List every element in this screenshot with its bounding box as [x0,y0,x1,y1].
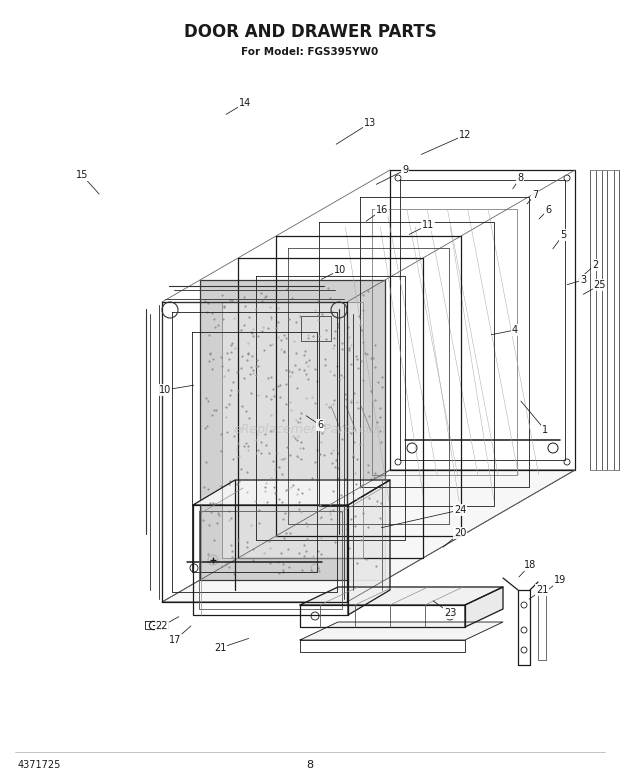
Text: 19: 19 [549,575,566,589]
Text: 6: 6 [306,416,323,430]
Text: 24: 24 [381,505,466,528]
Text: 2: 2 [579,260,598,279]
Polygon shape [193,480,390,505]
Text: 13: 13 [336,118,376,144]
Text: 21: 21 [214,638,249,653]
Text: 8: 8 [513,173,523,188]
Text: 15: 15 [76,170,99,194]
Text: 21: 21 [529,585,548,599]
Text: 23: 23 [433,601,456,618]
Text: 8: 8 [306,760,314,770]
Text: 5: 5 [553,230,566,249]
Text: 6: 6 [539,205,551,219]
Polygon shape [162,470,575,602]
Text: 4: 4 [492,325,518,335]
Text: 12: 12 [421,130,471,154]
Text: 9: 9 [376,165,408,185]
Text: 4371725: 4371725 [18,760,61,770]
Text: 1: 1 [521,401,548,435]
Text: DOOR AND DRAWER PARTS: DOOR AND DRAWER PARTS [184,23,436,41]
Text: 17: 17 [169,626,191,645]
Text: 14: 14 [226,98,251,114]
Text: eReplacementParts.com: eReplacementParts.com [234,424,386,436]
Text: 22: 22 [156,617,179,631]
Text: 11: 11 [409,220,434,235]
Bar [296,376,318,394]
Text: For Model: FGS395YW0: For Model: FGS395YW0 [241,47,379,57]
Polygon shape [222,302,363,558]
Polygon shape [300,587,503,605]
Text: 20: 20 [443,528,466,547]
Polygon shape [300,622,503,640]
Text: 18: 18 [519,560,536,577]
Text: 10: 10 [321,265,346,279]
Text: 10: 10 [159,385,193,395]
Polygon shape [465,587,503,627]
Text: 3: 3 [567,275,586,285]
Text: 7: 7 [527,190,538,204]
Text: 25: 25 [583,280,606,294]
Text: 16: 16 [366,205,388,221]
Polygon shape [348,480,390,615]
Bar [200,280,385,580]
